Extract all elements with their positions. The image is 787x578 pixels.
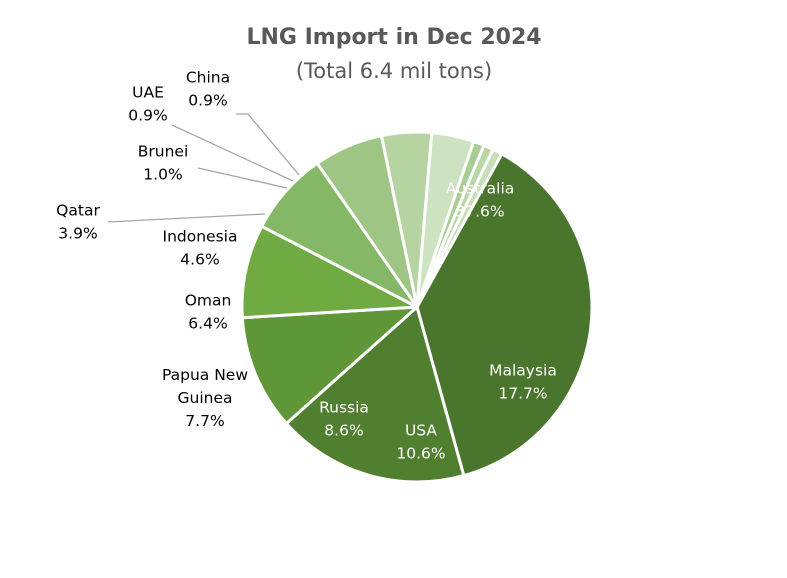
slice-label-brunei: Brunei 1.0%	[138, 143, 189, 184]
slice-label-qatar: Qatar 3.9%	[56, 202, 100, 243]
slice-label-oman: Oman 6.4%	[185, 292, 232, 333]
leader-line-brunei	[197, 167, 288, 189]
pie-slice-usa	[240, 305, 419, 425]
slice-label-russia: Russia 8.6%	[319, 399, 369, 440]
leader-lines	[107, 113, 300, 223]
pie-slice-malaysia	[284, 305, 466, 484]
pie-slice-australia	[415, 152, 594, 478]
slice-label-usa: USA 10.6%	[396, 422, 445, 463]
slice-label-australia: Australia 37.6%	[446, 180, 515, 221]
slice-label-malaysia: Malaysia 17.7%	[489, 362, 557, 403]
slice-label-china: China 0.9%	[186, 69, 230, 110]
slice-label-uae: UAE 0.9%	[128, 84, 167, 125]
slice-label-papua-new-guinea: Papua New Guinea 7.7%	[162, 366, 248, 430]
slice-label-indonesia: Indonesia 4.6%	[163, 228, 238, 269]
chart-title: LNG Import in Dec 2024	[246, 25, 541, 50]
leader-line-china	[236, 113, 300, 176]
pie-slice-china	[415, 147, 504, 309]
pie-slices	[240, 130, 594, 484]
slice-labels: Australia 37.6% Malaysia 17.7% USA 10.6% Russi…	[56, 69, 557, 463]
chart-subtitle: (Total 6.4 mil tons)	[296, 59, 492, 83]
leader-line-qatar	[107, 213, 266, 223]
pie-slice-russia	[240, 224, 419, 320]
leader-line-uae	[171, 124, 294, 182]
